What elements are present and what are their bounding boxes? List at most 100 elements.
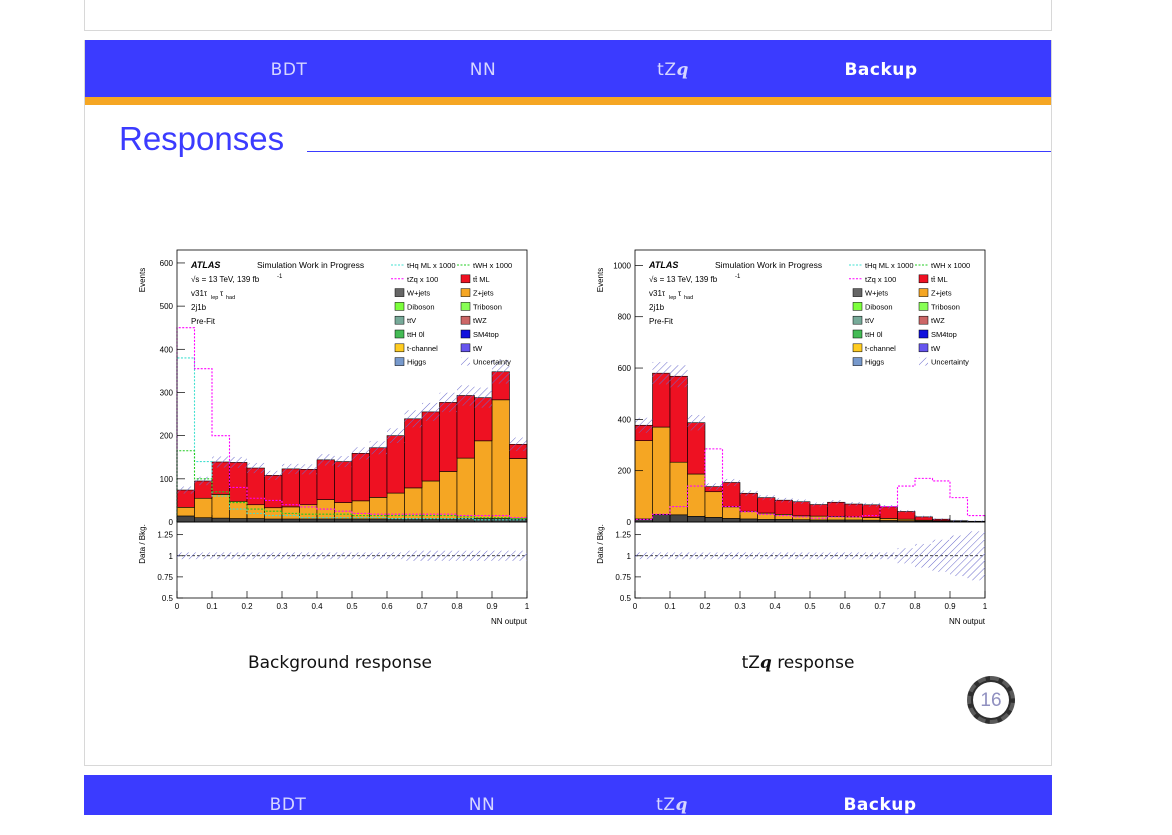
ratio-uncertainty-band bbox=[300, 552, 318, 559]
legend-box-swatch bbox=[919, 344, 928, 352]
bar-z-jets bbox=[457, 458, 475, 518]
ratio-uncertainty-band bbox=[775, 552, 793, 559]
x-tick-label: 0.5 bbox=[804, 602, 816, 611]
legend-box-swatch bbox=[853, 316, 862, 324]
channel-sub-lep: lep bbox=[211, 295, 218, 301]
next-nav-item-bdt[interactable]: BDT bbox=[270, 775, 307, 832]
bar-z-jets bbox=[705, 492, 723, 518]
legend-label: t-channel bbox=[407, 344, 438, 353]
region-label: 2j1b bbox=[649, 303, 665, 312]
ratio-tick-label: 1.25 bbox=[157, 531, 173, 540]
x-tick-label: 0.9 bbox=[486, 602, 498, 611]
legend-label: Z+jets bbox=[473, 289, 494, 298]
bar-z-jets bbox=[635, 441, 653, 519]
bar-others bbox=[422, 519, 440, 522]
ratio-uncertainty-band bbox=[422, 551, 440, 561]
page-number-badge[interactable]: 16 bbox=[967, 676, 1015, 724]
legend-label: tWZ bbox=[931, 316, 945, 325]
nav-item-tzq[interactable]: tZq bbox=[657, 40, 689, 97]
uncertainty-band bbox=[300, 464, 318, 474]
uncertainty-band bbox=[898, 510, 916, 513]
nav-item-nn[interactable]: NN bbox=[470, 40, 496, 97]
y-tick-label: 0 bbox=[627, 518, 632, 527]
legend-box-swatch bbox=[395, 358, 404, 366]
uncertainty-band bbox=[740, 490, 758, 496]
ratio-uncertainty-band bbox=[440, 551, 458, 561]
ratio-uncertainty-band bbox=[282, 552, 300, 559]
next-nav-item-nn[interactable]: NN bbox=[469, 775, 495, 832]
y-tick-label: 600 bbox=[160, 259, 174, 268]
ratio-axis-label: Data / Bkg. bbox=[596, 524, 605, 564]
channel-label: v31τ bbox=[191, 289, 208, 298]
ratio-uncertainty-band bbox=[335, 552, 353, 559]
legend-box-swatch bbox=[919, 289, 928, 297]
legend-label: tt̄ ML bbox=[473, 275, 490, 284]
energy-label: √s = 13 TeV, 139 fb bbox=[649, 275, 718, 284]
atlas-label: ATLAS bbox=[190, 260, 220, 270]
simulation-label: Simulation Work in Progress bbox=[257, 260, 364, 270]
bar-z-jets bbox=[230, 501, 248, 518]
nav-item-tzq-italic: q bbox=[676, 60, 688, 80]
bar-others bbox=[405, 519, 423, 522]
uncertainty-band bbox=[247, 463, 265, 473]
ratio-uncertainty-band bbox=[635, 552, 653, 559]
region-label: 2j1b bbox=[191, 303, 207, 312]
x-tick-label: 0.8 bbox=[909, 602, 921, 611]
uncertainty-band bbox=[282, 464, 300, 474]
y-tick-label: 200 bbox=[160, 432, 174, 441]
ratio-uncertainty-band bbox=[177, 552, 195, 559]
nav-item-bdt[interactable]: BDT bbox=[271, 40, 308, 97]
nav-accent-rule bbox=[85, 97, 1051, 105]
channel-sub-lep: lep bbox=[669, 295, 676, 301]
ratio-uncertainty-band bbox=[880, 552, 898, 559]
uncertainty-band bbox=[653, 362, 671, 384]
x-tick-label: 0.4 bbox=[311, 602, 323, 611]
legend-hatch-swatch bbox=[919, 358, 928, 366]
uncertainty-band bbox=[422, 403, 440, 421]
bar-others bbox=[723, 518, 741, 522]
ratio-tick-label: 1.25 bbox=[615, 531, 631, 540]
bar-z-jets bbox=[475, 441, 493, 519]
ratio-uncertainty-band bbox=[475, 551, 493, 561]
bar-others bbox=[335, 519, 353, 522]
y-tick-label: 600 bbox=[618, 364, 632, 373]
x-tick-label: 0.2 bbox=[699, 602, 711, 611]
energy-label: √s = 13 TeV, 139 fb bbox=[191, 275, 260, 284]
y-tick-label: 400 bbox=[618, 415, 632, 424]
bar-z-jets bbox=[247, 505, 265, 519]
ratio-uncertainty-band bbox=[510, 551, 528, 561]
ratio-axis-label: Data / Bkg. bbox=[138, 524, 147, 564]
uncertainty-band bbox=[828, 500, 846, 504]
ratio-uncertainty-band bbox=[352, 552, 370, 559]
caption-tzq-italic: q bbox=[760, 653, 772, 673]
bar-z-jets bbox=[440, 471, 458, 518]
next-nav-item-tzq[interactable]: tZq bbox=[656, 775, 688, 832]
bar-z-jets bbox=[880, 518, 898, 520]
bar-others bbox=[653, 514, 671, 522]
uncertainty-band bbox=[230, 457, 248, 468]
legend-box-swatch bbox=[461, 316, 470, 324]
caption-tzq-response: tZq response bbox=[742, 653, 855, 673]
y-tick-label: 200 bbox=[618, 467, 632, 476]
legend-label: Triboson bbox=[931, 302, 960, 311]
uncertainty-band bbox=[352, 447, 370, 459]
bar-z-jets bbox=[177, 507, 195, 516]
nav-item-backup[interactable]: Backup bbox=[844, 40, 917, 97]
uncertainty-band bbox=[688, 415, 706, 430]
legend-box-swatch bbox=[395, 316, 404, 324]
ratio-tick-label: 0.75 bbox=[157, 573, 173, 582]
title-rule bbox=[307, 151, 1051, 152]
legend-label: W+jets bbox=[865, 289, 888, 298]
frame-title: Responses bbox=[119, 120, 284, 158]
ratio-uncertainty-band bbox=[195, 552, 213, 559]
uncertainty-band bbox=[845, 502, 863, 506]
y-axis-label: Events bbox=[138, 268, 147, 292]
next-nav-item-backup[interactable]: Backup bbox=[843, 775, 916, 832]
fit-label: Pre-Fit bbox=[649, 317, 674, 326]
legend-box-swatch bbox=[853, 344, 862, 352]
bar-others bbox=[387, 519, 405, 522]
uncertainty-band bbox=[387, 428, 405, 443]
ratio-uncertainty-band bbox=[688, 552, 706, 559]
